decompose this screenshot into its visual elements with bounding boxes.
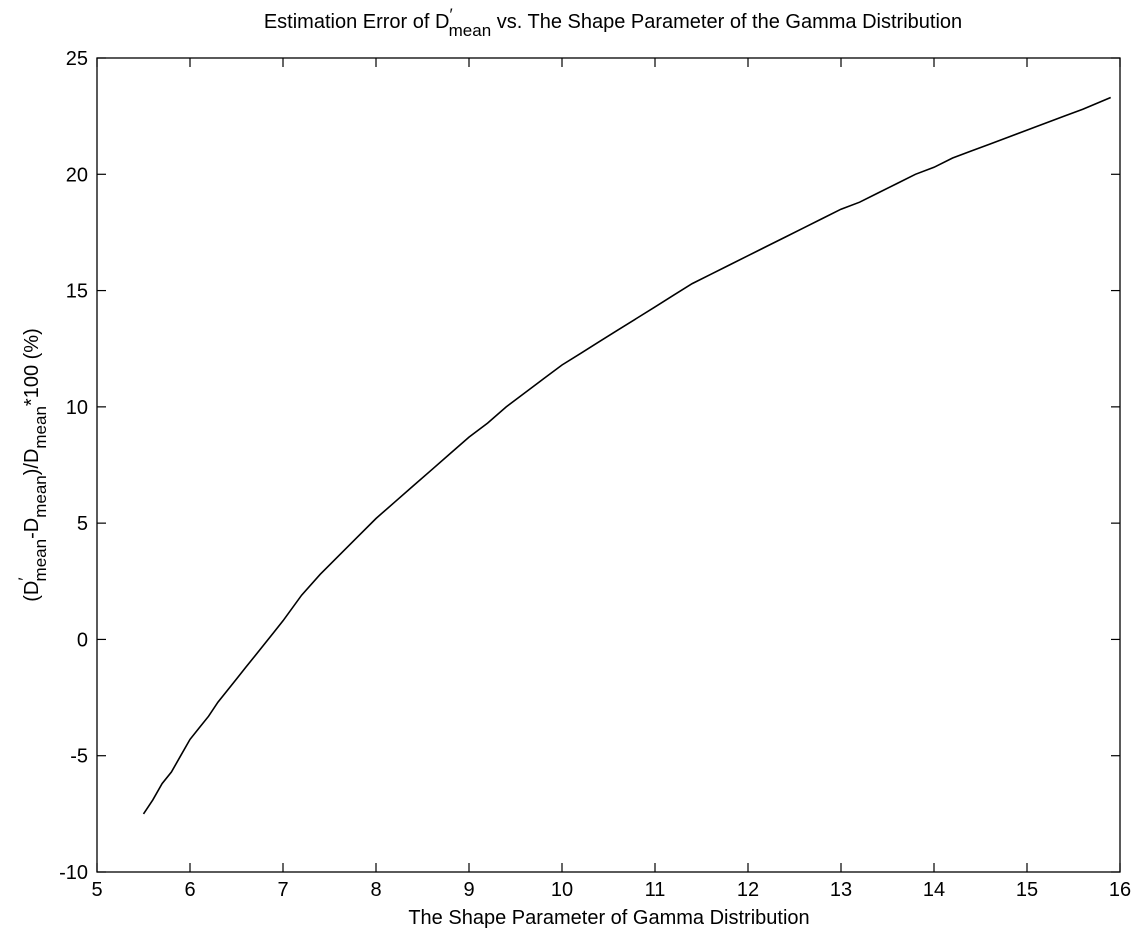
x-tick-label: 6 <box>184 879 195 901</box>
x-tick-labels: 5 6 7 8 9 10 11 12 13 14 15 16 <box>91 879 1131 901</box>
series-line <box>142 96 1112 815</box>
plot-frame <box>96 57 1121 873</box>
x-tick-label: 13 <box>830 879 852 901</box>
title-subscript: mean <box>449 21 492 40</box>
x-axis-label: The Shape Parameter of Gamma Distributio… <box>408 907 809 929</box>
y-tick-label: -10 <box>59 862 88 884</box>
x-tick-label: 7 <box>277 879 288 901</box>
title-prime: ′ <box>449 5 452 24</box>
x-tick-label: 11 <box>645 879 666 901</box>
x-tick-label: 9 <box>463 879 474 901</box>
x-tick-label: 10 <box>551 879 573 901</box>
ylabel-prime: ′ <box>15 577 34 580</box>
ylabel-sub3: mean <box>31 406 50 449</box>
y-tick-label: -5 <box>70 746 88 768</box>
axis-ticks <box>96 57 1121 873</box>
y-axis-label: (D′mean-Dmean)/Dmean*100 (%) <box>15 328 50 601</box>
y-tick-label: 15 <box>66 281 88 303</box>
chart-title: Estimation Error of D′ mean vs. The Shape… <box>264 5 962 40</box>
title-suffix: vs. The Shape Parameter of the Gamma Dis… <box>491 11 962 33</box>
ylabel-part1: (D <box>21 581 43 602</box>
y-tick-label: 20 <box>66 164 88 186</box>
ylabel-sub2: mean <box>31 475 50 518</box>
x-tick-label: 15 <box>1016 879 1038 901</box>
ylabel-part4: *100 (%) <box>21 328 43 406</box>
x-tick-label: 8 <box>370 879 381 901</box>
title-prefix: Estimation Error of D <box>264 11 450 33</box>
x-tick-label: 12 <box>737 879 759 901</box>
ylabel-part3: )/D <box>21 449 43 476</box>
y-tick-labels: -10 -5 0 5 10 15 20 25 <box>59 48 88 884</box>
x-tick-label: 14 <box>923 879 945 901</box>
y-tick-label: 0 <box>77 629 88 651</box>
ylabel-part2: -D <box>21 518 43 539</box>
y-tick-label: 25 <box>66 48 88 70</box>
x-tick-label: 16 <box>1109 879 1131 901</box>
y-tick-label: 5 <box>77 513 88 535</box>
x-tick-label: 5 <box>91 879 102 901</box>
ylabel-sub1: mean <box>31 539 50 582</box>
y-tick-label: 10 <box>66 397 88 419</box>
